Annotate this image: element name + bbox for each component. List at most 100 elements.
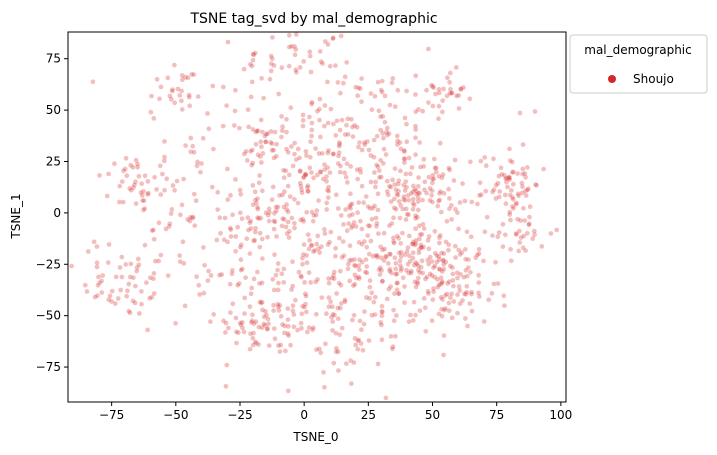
scatter-point bbox=[524, 164, 531, 171]
scatter-point bbox=[476, 280, 482, 286]
scatter-point bbox=[279, 65, 285, 71]
scatter-point bbox=[430, 297, 436, 303]
scatter-point bbox=[335, 349, 341, 355]
scatter-point bbox=[285, 330, 291, 337]
scatter-point bbox=[322, 231, 328, 237]
scatter-point bbox=[238, 191, 244, 197]
scatter-point bbox=[128, 187, 134, 193]
scatter-point bbox=[187, 214, 194, 220]
scatter-point bbox=[443, 259, 449, 265]
scatter-point bbox=[286, 32, 292, 38]
scatter-point bbox=[429, 82, 435, 88]
scatter-point bbox=[136, 310, 143, 317]
scatter-point bbox=[375, 191, 381, 197]
scatter-point bbox=[379, 78, 385, 84]
scatter-point bbox=[476, 272, 482, 278]
scatter-point bbox=[312, 247, 318, 254]
scatter-point bbox=[394, 191, 400, 197]
scatter-point bbox=[321, 162, 328, 168]
scatter-point bbox=[119, 274, 125, 280]
scatter-point bbox=[304, 260, 310, 266]
scatter-point bbox=[228, 227, 234, 233]
scatter-point bbox=[282, 348, 289, 354]
scatter-point bbox=[308, 69, 314, 75]
scatter-point bbox=[353, 275, 360, 281]
scatter-point bbox=[533, 182, 540, 188]
scatter-point bbox=[376, 267, 382, 273]
scatter-point bbox=[126, 281, 132, 287]
scatter-point bbox=[250, 202, 256, 208]
scatter-point bbox=[275, 260, 281, 267]
scatter-point bbox=[523, 192, 529, 199]
scatter-point bbox=[525, 186, 531, 192]
scatter-point bbox=[391, 307, 397, 313]
scatter-point bbox=[378, 244, 384, 250]
scatter-point bbox=[291, 312, 297, 318]
scatter-point bbox=[515, 191, 521, 197]
scatter-point bbox=[435, 198, 442, 204]
scatter-point bbox=[339, 325, 345, 331]
scatter-point bbox=[526, 222, 532, 228]
scatter-point bbox=[94, 293, 101, 299]
scatter-point bbox=[285, 219, 291, 225]
scatter-point bbox=[526, 221, 532, 227]
scatter-point bbox=[106, 241, 112, 248]
scatter-point bbox=[330, 272, 337, 278]
scatter-point bbox=[412, 186, 418, 193]
scatter-point bbox=[249, 63, 255, 69]
scatter-point bbox=[392, 166, 398, 172]
scatter-point bbox=[350, 134, 356, 140]
scatter-point bbox=[191, 191, 197, 197]
scatter-point bbox=[269, 56, 275, 62]
scatter-point bbox=[221, 318, 227, 324]
scatter-point bbox=[476, 293, 482, 300]
scatter-point bbox=[252, 197, 259, 203]
scatter-point bbox=[233, 248, 239, 254]
scatter-point bbox=[524, 230, 530, 236]
scatter-point bbox=[370, 205, 376, 211]
scatter-point bbox=[391, 240, 397, 246]
scatter-point bbox=[269, 197, 275, 203]
scatter-point bbox=[124, 173, 130, 179]
scatter-point bbox=[398, 146, 404, 152]
scatter-point bbox=[519, 171, 526, 177]
scatter-point bbox=[257, 299, 263, 305]
scatter-point bbox=[343, 174, 349, 180]
scatter-point bbox=[346, 213, 353, 219]
scatter-point bbox=[277, 302, 283, 309]
scatter-point bbox=[372, 294, 378, 300]
scatter-point bbox=[451, 177, 457, 184]
scatter-point bbox=[326, 304, 332, 310]
scatter-point bbox=[167, 93, 173, 99]
scatter-point bbox=[517, 239, 523, 246]
scatter-point bbox=[462, 198, 468, 204]
scatter-point bbox=[438, 250, 445, 256]
scatter-point bbox=[415, 183, 421, 189]
scatter-point bbox=[416, 175, 422, 181]
scatter-point bbox=[167, 221, 173, 227]
scatter-point bbox=[119, 179, 125, 185]
scatter-point bbox=[194, 159, 201, 165]
scatter-point bbox=[302, 171, 309, 177]
scatter-point bbox=[448, 202, 455, 209]
y-tick-label: 25 bbox=[46, 155, 61, 169]
scatter-point bbox=[337, 127, 343, 133]
scatter-point bbox=[516, 248, 522, 254]
scatter-point bbox=[442, 306, 449, 312]
scatter-point bbox=[478, 158, 484, 164]
scatter-point bbox=[355, 176, 361, 182]
scatter-point bbox=[411, 202, 417, 208]
scatter-point bbox=[162, 187, 168, 193]
scatter-point bbox=[438, 281, 444, 287]
scatter-point bbox=[375, 207, 381, 213]
scatter-point bbox=[266, 343, 272, 349]
scatter-point bbox=[436, 257, 442, 263]
scatter-point bbox=[309, 243, 315, 249]
scatter-point bbox=[437, 267, 443, 273]
scatter-point bbox=[328, 299, 334, 305]
scatter-point bbox=[225, 39, 231, 45]
scatter-point bbox=[325, 120, 331, 126]
scatter-point bbox=[134, 265, 140, 271]
scatter-point bbox=[361, 309, 368, 315]
